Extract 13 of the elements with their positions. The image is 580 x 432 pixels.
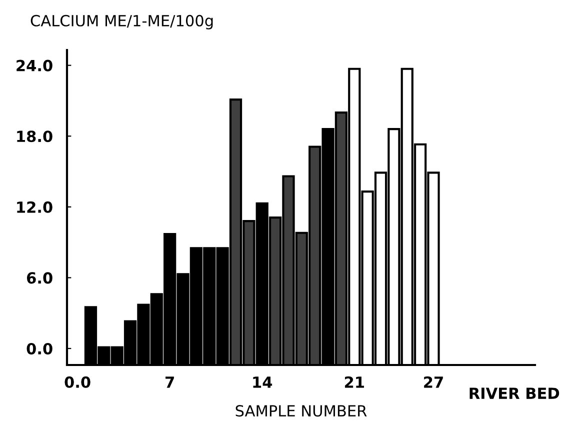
x-axis-title: SAMPLE NUMBER — [236, 405, 367, 417]
x-tick-label: 27 — [424, 376, 443, 388]
y-tick-label: 18.0 — [17, 130, 52, 142]
text: RIVER BED — [470, 388, 560, 399]
x-tick-label: 21 — [344, 376, 364, 388]
x-tick-label: 7 — [166, 376, 174, 388]
chart-title: CALCIUM ME/1-ME/100g — [30, 14, 213, 30]
x-tick-label: 0.0 — [64, 376, 90, 388]
y-tick-label: 24.0 — [16, 60, 52, 72]
y-tick-label: 6.0 — [26, 272, 52, 284]
y-tick-label: 12.0 — [17, 201, 52, 213]
y-tick-label: 0.0 — [26, 342, 52, 355]
x-tick-label: 14 — [253, 376, 272, 388]
